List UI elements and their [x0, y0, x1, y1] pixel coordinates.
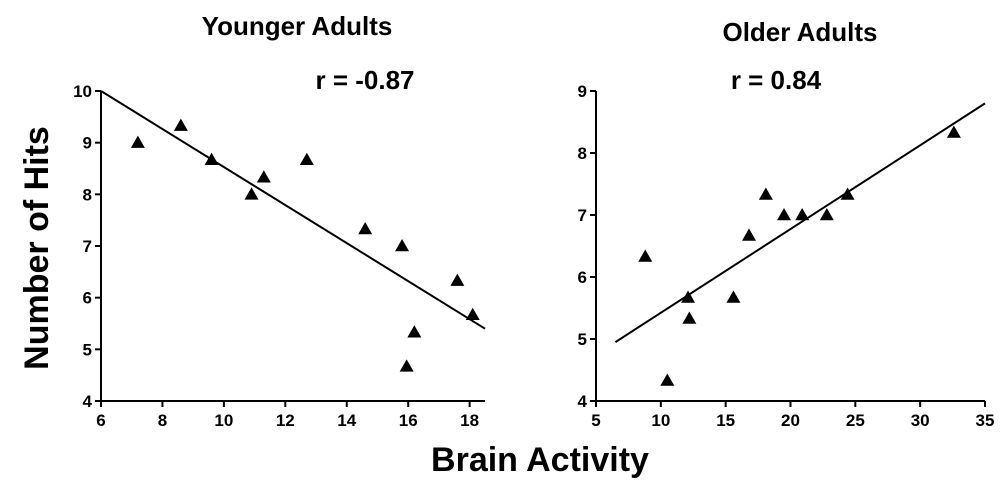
older-y-tick-label: 8	[578, 144, 587, 163]
younger-data-point-triangle	[204, 152, 219, 165]
older-data-point-triangle	[682, 311, 697, 324]
older-data-point-triangle	[777, 208, 792, 221]
older-data-point-triangle	[726, 290, 741, 303]
younger-adults-panel: Younger Adults r = -0.87 4 5 6 7 8 9 10 6 8 10 12 14 1…	[73, 11, 486, 430]
younger-y-tick-label: 7	[83, 237, 92, 256]
older-data-point-triangle	[638, 249, 653, 262]
older-data-point-triangle	[946, 125, 961, 138]
older-data-point-triangle	[840, 187, 855, 200]
younger-x-tick-label: 8	[158, 411, 167, 430]
older-chart-title: Older Adults	[722, 17, 877, 47]
younger-x-tick-label: 14	[337, 411, 356, 430]
older-data-point-triangle	[742, 228, 757, 241]
younger-y-tick-label: 10	[73, 82, 92, 101]
younger-x-tick-label: 18	[460, 411, 479, 430]
younger-data-point-triangle	[244, 187, 259, 200]
older-data-point-triangle	[758, 187, 773, 200]
older-y-tick-label: 5	[578, 330, 587, 349]
younger-data-point-triangle	[130, 135, 145, 148]
older-y-tick-label: 7	[578, 206, 587, 225]
older-x-tick-label: 30	[911, 411, 930, 430]
older-data-point-triangle	[819, 208, 834, 221]
older-data-point-triangle	[681, 290, 696, 303]
older-y-tick-label: 9	[578, 82, 587, 101]
younger-data-point-triangle	[407, 325, 422, 338]
older-x-tick-label: 5	[591, 411, 600, 430]
x-axis-label: Brain Activity	[431, 441, 649, 479]
younger-data-point-triangle	[450, 273, 465, 286]
younger-correlation-label: r = -0.87	[315, 65, 414, 95]
younger-y-tick-label: 4	[83, 392, 93, 411]
older-correlation-label: r = 0.84	[731, 65, 822, 95]
younger-data-point-triangle	[173, 118, 188, 131]
older-data-point-triangle	[660, 373, 675, 386]
younger-y-tick-label: 6	[83, 289, 92, 308]
younger-x-tick-label: 16	[399, 411, 418, 430]
older-x-tick-label: 25	[846, 411, 865, 430]
older-regression-line	[614, 102, 986, 343]
younger-data-point-triangle	[395, 239, 410, 252]
older-x-tick-label: 35	[976, 411, 995, 430]
older-x-tick-label: 15	[716, 411, 735, 430]
younger-x-tick-label: 10	[214, 411, 233, 430]
younger-data-point-triangle	[256, 170, 271, 183]
younger-y-tick-label: 8	[83, 185, 92, 204]
older-data-point-triangle	[795, 208, 810, 221]
younger-chart-title: Younger Adults	[202, 11, 393, 41]
younger-y-tick-label: 9	[83, 134, 92, 153]
younger-data-point-triangle	[358, 221, 373, 235]
older-y-tick-label: 4	[578, 392, 588, 411]
younger-x-tick-label: 6	[96, 411, 105, 430]
older-x-tick-label: 10	[651, 411, 670, 430]
younger-y-tick-label: 5	[83, 340, 92, 359]
younger-regression-line	[100, 90, 486, 330]
younger-data-point-triangle	[299, 152, 314, 165]
younger-data-point-triangle	[465, 307, 480, 320]
older-y-tick-label: 6	[578, 268, 587, 287]
y-axis-label: Number of Hits	[18, 126, 56, 370]
older-x-tick-label: 20	[781, 411, 800, 430]
younger-data-point-triangle	[399, 359, 414, 372]
younger-x-tick-label: 12	[276, 411, 295, 430]
